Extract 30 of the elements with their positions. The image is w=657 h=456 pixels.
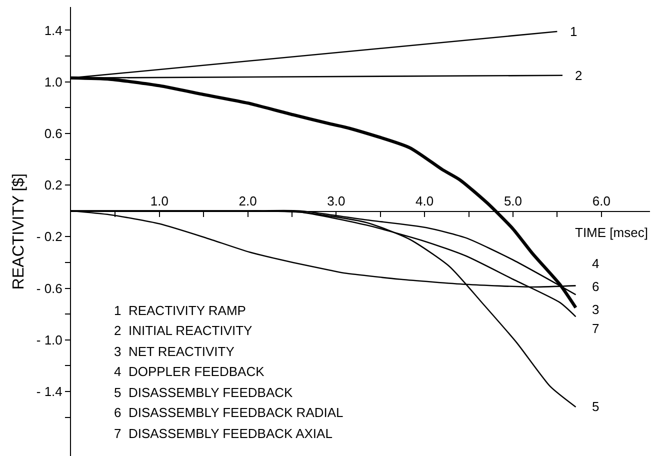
annotation: 4 DOPPLER FEEDBACK	[114, 364, 265, 379]
annotation: 6 DISASSEMBLY FEEDBACK RADIAL	[114, 405, 344, 420]
x-tick-label: 4.0	[416, 194, 434, 209]
series-label: 4	[592, 256, 600, 271]
series-label: 2	[575, 68, 582, 83]
y-tick-label: 1.0	[44, 74, 62, 90]
y-tick-label: 0.2	[44, 178, 62, 193]
x-tick-label: 2.0	[238, 194, 257, 209]
annotation: 3 NET REACTIVITY	[114, 344, 235, 359]
annotation: 2 INITIAL REACTIVITY	[114, 323, 253, 338]
y-tick-label: - 1.4	[36, 384, 62, 400]
series-label: 1	[570, 24, 578, 39]
x-tick-label: 6.0	[592, 194, 610, 209]
annotation: 5 DISASSEMBLY FEEDBACK	[114, 385, 294, 400]
series-label: 3	[592, 302, 600, 317]
y-tick-label: - 1.0	[36, 332, 62, 348]
series-label: 7	[592, 321, 600, 336]
x-tick-label: 3.0	[327, 194, 346, 209]
y-tick-label: - 0.6	[36, 280, 62, 296]
y-tick-label: 0.6	[44, 126, 62, 141]
y-axis-title: REACTIVITY [$]	[10, 173, 28, 290]
series-label: 6	[592, 279, 600, 294]
x-tick-label: 5.0	[504, 194, 522, 209]
annotation: 1 REACTIVITY RAMP	[114, 303, 246, 318]
y-tick-label: - 0.2	[36, 229, 62, 244]
series-label: 5	[592, 399, 600, 414]
x-axis-title: TIME [msec]	[575, 225, 648, 240]
annotation: 7 DISASSEMBLY FEEDBACK AXIAL	[114, 426, 332, 441]
y-tick-label: 1.4	[44, 22, 62, 38]
x-tick-label: 1.0	[150, 194, 168, 209]
